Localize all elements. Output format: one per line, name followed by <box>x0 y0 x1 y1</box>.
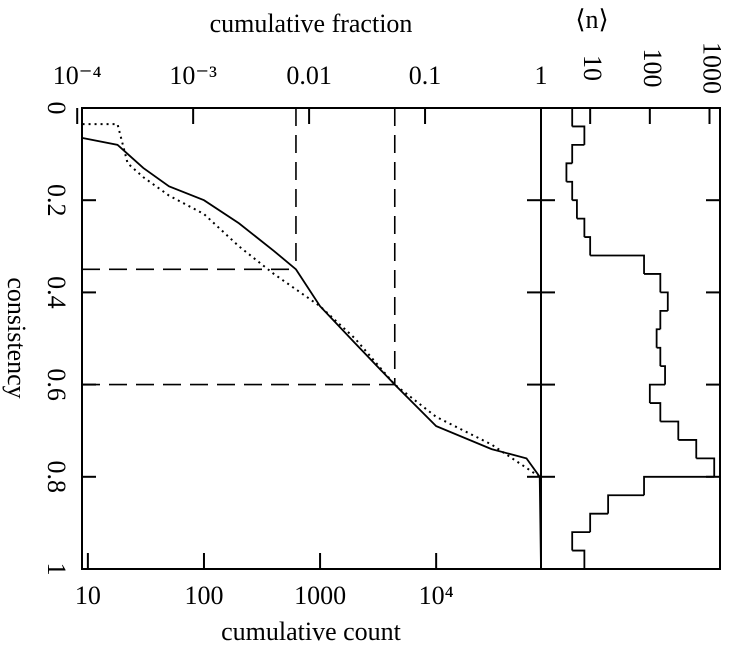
top-axis-title: cumulative fraction <box>210 9 413 38</box>
histogram-step <box>659 309 668 330</box>
histogram-step <box>576 217 586 238</box>
y-tick-label: 0 <box>42 102 71 115</box>
histogram-step <box>571 531 591 551</box>
top-tick-label: 10 <box>578 55 607 81</box>
histogram-step <box>572 199 578 219</box>
histogram-step <box>572 549 586 569</box>
histogram-step <box>541 107 574 127</box>
histogram-step <box>584 236 592 256</box>
histogram-step <box>566 180 574 201</box>
x-tick-label: 100 <box>184 581 223 610</box>
histogram-step <box>572 125 586 145</box>
top-tick-label: 1 <box>535 61 548 90</box>
histogram-step <box>655 328 661 348</box>
histogram-step <box>678 439 698 459</box>
histogram-step <box>644 273 662 293</box>
top-tick-label: 10⁻³ <box>169 61 217 90</box>
y-tick-label: 0.6 <box>42 368 71 401</box>
top-tick-label: 10⁻⁴ <box>53 61 102 90</box>
y-tick-label: 0.4 <box>42 276 71 309</box>
histogram-step <box>660 420 680 440</box>
histogram-step <box>643 475 715 496</box>
y-tick-label: 1 <box>42 563 71 576</box>
series-line <box>82 137 542 570</box>
series-line <box>82 123 541 478</box>
histogram-step <box>589 512 609 533</box>
x-axis-title: cumulative count <box>221 617 402 646</box>
plot-frame <box>540 107 721 570</box>
y-axis-title: consistency <box>2 277 31 398</box>
histogram-step <box>590 254 645 274</box>
y-tick-label: 0.8 <box>42 461 71 494</box>
top-tick-label: 1000 <box>698 42 727 94</box>
x-tick-label: 10 <box>75 581 101 610</box>
top-tick-label: 100 <box>638 49 667 88</box>
histogram-step <box>571 143 585 164</box>
top-tick-label: 0.1 <box>409 61 442 90</box>
histogram-step <box>648 383 666 404</box>
x-tick-label: 10⁴ <box>419 581 454 610</box>
histogram-step <box>649 402 662 422</box>
x-tick-label: 1000 <box>294 581 346 610</box>
histogram-step <box>696 457 716 477</box>
histogram-step <box>565 162 573 182</box>
y-tick-label: 0.2 <box>42 184 71 217</box>
right-axis-title: ⟨n⟩ <box>575 5 608 34</box>
histogram-step <box>607 494 645 514</box>
top-tick-label: 0.01 <box>286 61 332 90</box>
histogram-step <box>660 365 666 385</box>
histogram-step <box>656 346 662 367</box>
plot-frame <box>81 107 542 570</box>
histogram-step <box>660 291 669 311</box>
